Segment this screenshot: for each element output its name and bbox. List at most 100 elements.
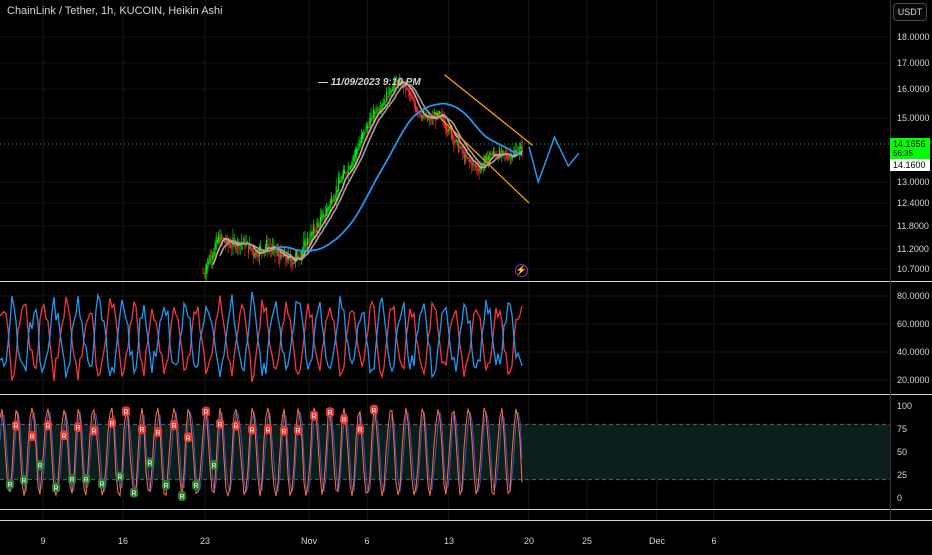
marker-R-label: R <box>372 408 377 415</box>
candle-body <box>276 251 278 253</box>
candle-body <box>338 177 340 191</box>
candle-body <box>375 112 377 114</box>
candle-body <box>416 107 418 112</box>
candle-body <box>311 231 313 237</box>
candle-body <box>462 150 464 154</box>
marker-R <box>202 406 210 417</box>
candle-body <box>398 80 400 84</box>
ma-fast-line <box>211 81 523 266</box>
candle-body <box>476 165 478 168</box>
candle-body <box>240 241 242 245</box>
candle-body <box>249 244 251 249</box>
candle-body <box>442 113 444 121</box>
candle-body <box>446 125 448 133</box>
stoch-tick-label: 75 <box>897 424 907 434</box>
candle-body <box>468 158 470 162</box>
marker-R-label: R <box>218 422 223 429</box>
candle-body <box>393 82 395 91</box>
date-tick-label: 6 <box>364 536 369 546</box>
candle-body <box>236 245 238 247</box>
candle-body <box>225 240 227 245</box>
osc-blue-line <box>0 291 523 379</box>
marker-G <box>36 460 44 471</box>
candle-body <box>258 246 260 257</box>
marker-R <box>326 407 334 418</box>
marker-G <box>82 473 90 484</box>
candle-body <box>296 250 298 259</box>
candle-body <box>441 112 443 115</box>
candle-body <box>324 214 326 217</box>
candle-body <box>228 242 230 246</box>
date-tick-label: 20 <box>524 536 534 546</box>
price-tick-label: 15.0000 <box>897 113 930 123</box>
candle-body <box>452 134 454 139</box>
candle-body <box>473 163 475 165</box>
candle-body <box>364 132 366 134</box>
candle-body <box>251 248 253 252</box>
candle-body <box>435 116 437 122</box>
candle-body <box>266 239 268 249</box>
candle-body <box>204 272 206 274</box>
marker-R-label: R <box>14 424 19 431</box>
candle-body <box>250 246 252 251</box>
candle-body <box>387 96 389 99</box>
candle-body <box>363 129 365 136</box>
candle-body <box>506 153 508 159</box>
candle-body <box>480 163 482 170</box>
candle-body <box>438 111 440 115</box>
candle-body <box>210 258 212 260</box>
price-tick-label: 17.0000 <box>897 58 930 68</box>
currency-button[interactable]: USDT <box>893 3 927 21</box>
marker-G-label: R <box>38 463 43 470</box>
candle-body <box>374 112 376 114</box>
candle-body <box>449 128 451 131</box>
candle-body <box>514 149 516 154</box>
marker-R-label: R <box>234 424 239 431</box>
candle-body <box>231 246 233 248</box>
candle-body <box>509 154 511 158</box>
date-annotation[interactable]: — 11/09/2023 9:10 PM <box>318 77 421 88</box>
marker-G <box>130 487 138 498</box>
candle-body <box>491 153 493 156</box>
candle-body <box>328 206 330 210</box>
marker-G-label: R <box>118 475 123 482</box>
date-tick-label: 25 <box>582 536 592 546</box>
candle-body <box>209 254 211 263</box>
marker-R-label: R <box>328 410 333 417</box>
marker-G <box>146 457 154 468</box>
candle-body <box>285 254 287 261</box>
candle-body <box>477 166 479 172</box>
marker-G <box>68 474 76 485</box>
candle-body <box>486 157 488 164</box>
candle-body <box>380 108 382 110</box>
candle-body <box>207 258 209 270</box>
candle-body <box>428 118 430 120</box>
candle-body <box>270 247 272 251</box>
candle-body <box>358 143 360 150</box>
candle-body <box>423 113 425 117</box>
candle-body <box>392 88 394 92</box>
marker-R <box>170 420 178 431</box>
marker-R <box>294 425 302 436</box>
price-tick-label: 16.0000 <box>897 84 930 94</box>
candle-body <box>498 149 500 159</box>
candle-body <box>381 104 383 110</box>
candle-body <box>351 163 353 168</box>
candle-body <box>341 175 343 182</box>
price-tick-label: 18.0000 <box>897 32 930 42</box>
candle-body <box>453 136 455 145</box>
candle-body <box>224 238 226 243</box>
candle-body <box>417 109 419 114</box>
marker-G <box>98 478 106 489</box>
candle-body <box>437 112 439 116</box>
date-tick-label: Dec <box>649 536 666 546</box>
last-price-tag: 14.1656 <box>890 138 930 150</box>
marker-R-label: R <box>204 410 209 417</box>
lightning-icon[interactable]: ⚡ <box>515 264 528 277</box>
marker-R-label: R <box>250 428 255 435</box>
candle-body <box>376 106 378 113</box>
marker-G-label: R <box>180 494 185 501</box>
marker-G-label: R <box>100 482 105 489</box>
